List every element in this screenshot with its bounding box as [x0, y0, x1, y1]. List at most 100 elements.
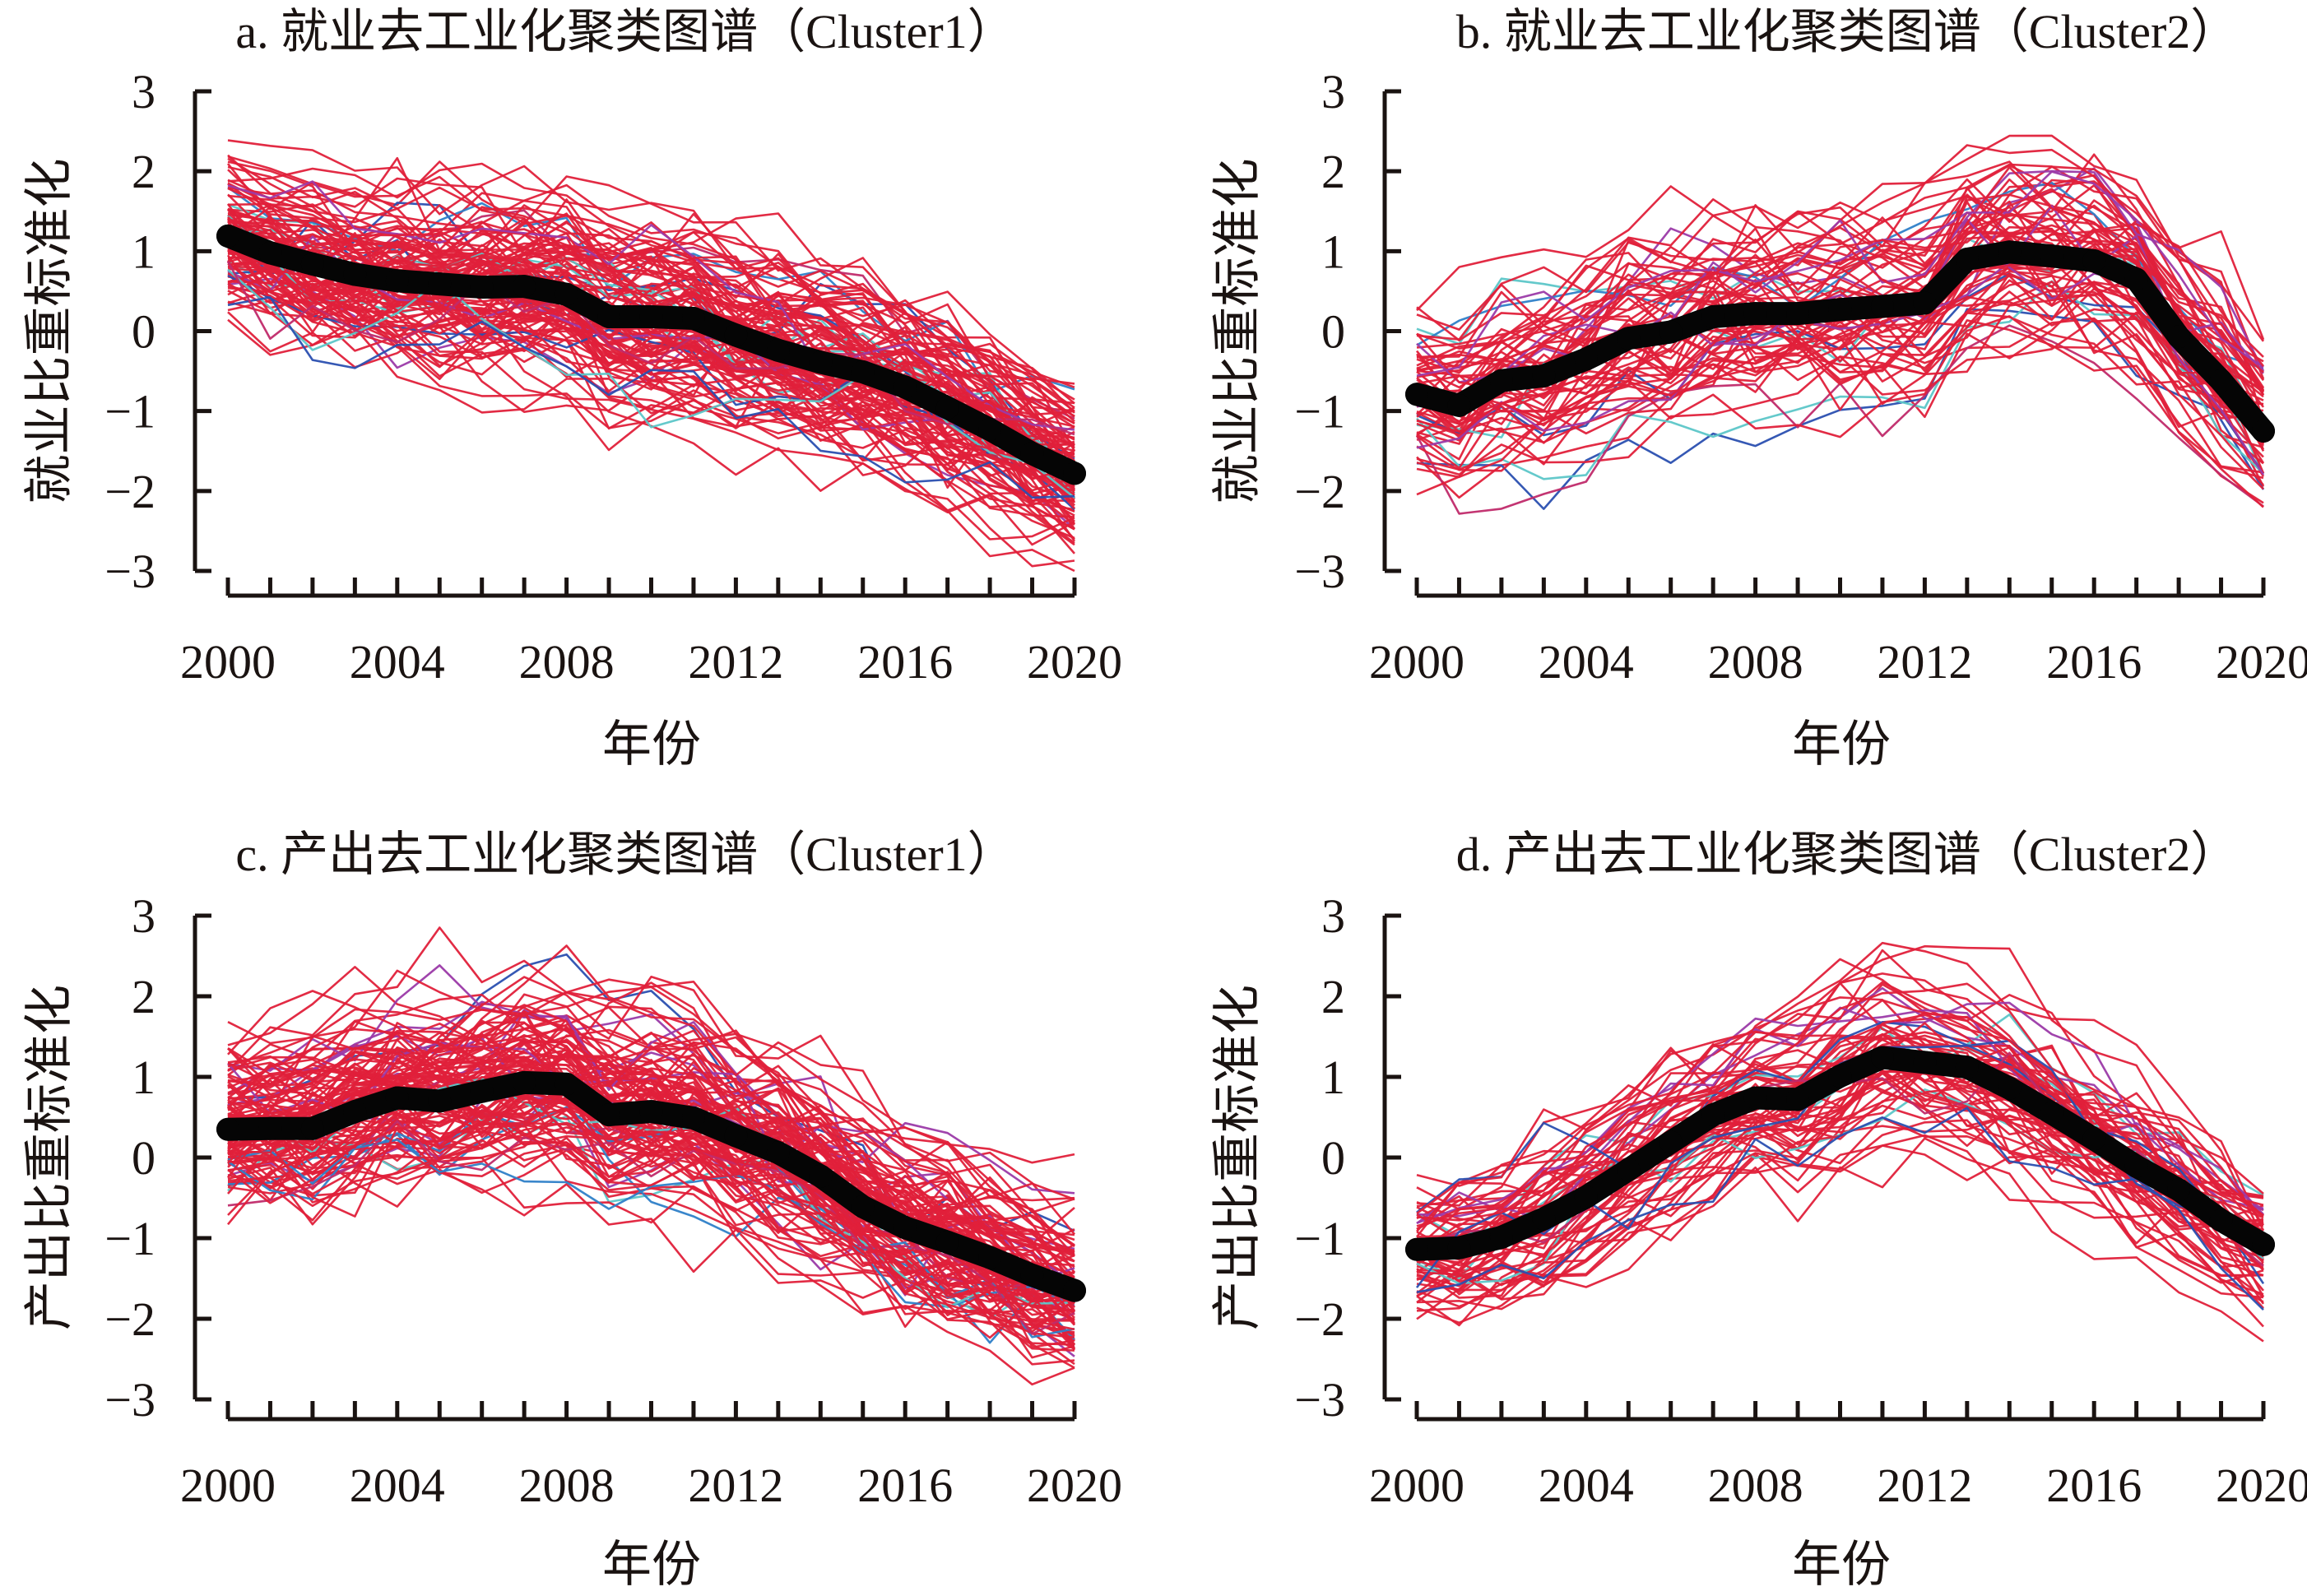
panel-a-centroid-point: [555, 282, 578, 306]
panel-c-y-axis: 3 2 1 0 −1 −2 −3: [104, 889, 211, 1427]
panel-b-centroid-point: [1743, 302, 1767, 326]
panel-b-centroid-point: [1405, 383, 1428, 406]
panel-a-member-line: [226, 261, 1075, 436]
panel-d-y-tick-label: 1: [1321, 1051, 1345, 1104]
panel-a-member-line: [227, 165, 1075, 492]
panel-a-member-line: [227, 186, 1075, 412]
panel-c-member-line: [227, 1094, 1075, 1329]
panel-d-centroid-point: [2252, 1232, 2275, 1256]
panel-a-y-axis: 3 2 1 0 −1 −2 −3: [104, 65, 211, 598]
panel-b-centroid-point: [1913, 291, 1937, 315]
panel-d-centroid-point: [1617, 1158, 1641, 1181]
panel-b-centroid-point: [1828, 298, 1852, 322]
panel-d-y-tick-label: 2: [1321, 970, 1345, 1023]
panel-d-x-tick-label: 2012: [1877, 1459, 1972, 1512]
panel-a-y-tick-label: −3: [104, 545, 156, 598]
panel-d-centroid-point: [1870, 1046, 1894, 1069]
panel-b-centroid-point: [1532, 364, 1556, 387]
panel-b-member-line: [1416, 239, 2265, 434]
panel-b-centroid-point: [1659, 320, 1683, 344]
panel-b-centroid-point: [1870, 295, 1894, 318]
panel-b-member-line: [1416, 319, 2264, 508]
panel-a-centroid-point: [681, 306, 705, 330]
panel-d-centroid-point: [1405, 1237, 1428, 1261]
panel-d-centroid-point: [1574, 1185, 1598, 1209]
panel-b-member-line: [1416, 170, 2264, 377]
panel-b-member-line: [1416, 238, 2264, 433]
panel-c-centroid-point: [343, 1100, 367, 1124]
panel-b-x-tick-label: 2020: [2216, 635, 2307, 689]
panel-d-centroid-point: [2040, 1102, 2063, 1125]
panel-c-member-line: [227, 926, 1075, 1247]
panel-a-x-tick-label: 2000: [180, 635, 276, 689]
panel-c-member-line: [227, 1033, 1075, 1255]
panel-c-centroid-point: [428, 1089, 452, 1113]
panel-c-centroid-point: [978, 1246, 1002, 1269]
panel-c-y-axis-label: 产出比重标准化: [22, 985, 77, 1330]
panel-a-y-tick-label: −1: [104, 385, 156, 438]
panel-b-centroid-point: [1617, 327, 1641, 350]
panel-d-centroid-point: [1998, 1076, 2022, 1100]
panel-c-x-axis-label: 年份: [602, 1538, 701, 1592]
panel-c-member-line: [227, 1051, 1075, 1257]
panel-c-member-line: [227, 1134, 1075, 1297]
panel-d-y-tick-label: 3: [1321, 889, 1345, 943]
panel-a-y-tick-label: 3: [132, 65, 156, 118]
panel-b-x-tick-label: 2000: [1369, 635, 1465, 689]
panel-c-member-line: [227, 944, 1075, 1213]
panel-a-centroid-point: [216, 224, 239, 248]
panel-c-x-tick-label: 2016: [857, 1459, 953, 1512]
panel-b-centroid-point: [2082, 248, 2106, 272]
panel-b-y-tick-label: −1: [1294, 385, 1345, 438]
panel-a-centroid-point: [597, 305, 621, 329]
panel-c-x-tick-label: 2008: [519, 1459, 615, 1512]
panel-c-centroid-point: [470, 1079, 494, 1103]
panel-c-centroid-point: [935, 1230, 959, 1254]
panel-a-centroid-point: [258, 241, 282, 265]
panel-a-y-tick-label: 2: [132, 145, 156, 198]
panel-b-centroid-point: [2040, 244, 2063, 268]
panel-d-member-lines: [1415, 941, 2265, 1343]
panel-a-centroid-point: [894, 375, 917, 399]
panel-d-centroid-point: [2082, 1127, 2106, 1151]
panel-c-centroid-point: [385, 1086, 409, 1110]
panel-b-member-line: [1416, 153, 2265, 421]
panel-c-member-line: [227, 1004, 1075, 1241]
panel-a-x-axis-label: 年份: [602, 717, 701, 772]
panel-b-centroid-point: [1701, 305, 1725, 329]
panel-b-member-line: [1416, 163, 2265, 382]
panel-a-centroid-point: [1063, 462, 1086, 485]
panel-b-centroid-point: [1955, 248, 1979, 271]
panel-a-x-tick-label: 2004: [350, 635, 445, 689]
panel-d-member-line: [1416, 999, 2264, 1227]
panel-c-title: c. 产出去工业化聚类图谱（Cluster1）: [235, 828, 1014, 881]
panel-d-y-axis: 3 2 1 0 −1 −2 −3: [1294, 889, 1401, 1427]
panel-c-member-lines: [226, 926, 1076, 1386]
panel-b-centroid-point: [2252, 419, 2275, 443]
panel-a-member-line: [227, 225, 1075, 472]
panel-c-member-line: [227, 1151, 1075, 1386]
panel-b-y-axis: 3 2 1 0 −1 −2 −3: [1294, 65, 1401, 598]
panel-c-y-tick-label: 1: [132, 1051, 156, 1104]
panel-b-member-line: [1416, 134, 2265, 342]
panel-c-member-line: [227, 1111, 1075, 1369]
panel-a-centroid-point: [851, 360, 875, 384]
panel-c-centroid-point: [1020, 1264, 1044, 1287]
panel-b-y-tick-label: 2: [1321, 145, 1345, 198]
panel-d-member-line: [1416, 1116, 2264, 1320]
panel-b-member-line: [1416, 266, 2264, 486]
panel-c-member-line: [227, 986, 1075, 1246]
panel-b-title: b. 就业去工业化聚类图谱（Cluster2）: [1456, 5, 2239, 58]
panel-c-member-line: [226, 1105, 1075, 1348]
panel-a-member-line: [227, 296, 1075, 499]
panel-b-centroid-point: [2167, 325, 2191, 349]
panel-b-centroid-point: [1786, 302, 1810, 326]
panel-a-member-line: [227, 262, 1075, 568]
panel-d-member-line: [1416, 1072, 2264, 1301]
panel-a-y-tick-label: 1: [132, 225, 156, 278]
panel-d-centroid-point: [2209, 1209, 2233, 1232]
panel-d-centroid-point: [2124, 1154, 2148, 1178]
panel-b-y-tick-label: 0: [1321, 305, 1345, 359]
